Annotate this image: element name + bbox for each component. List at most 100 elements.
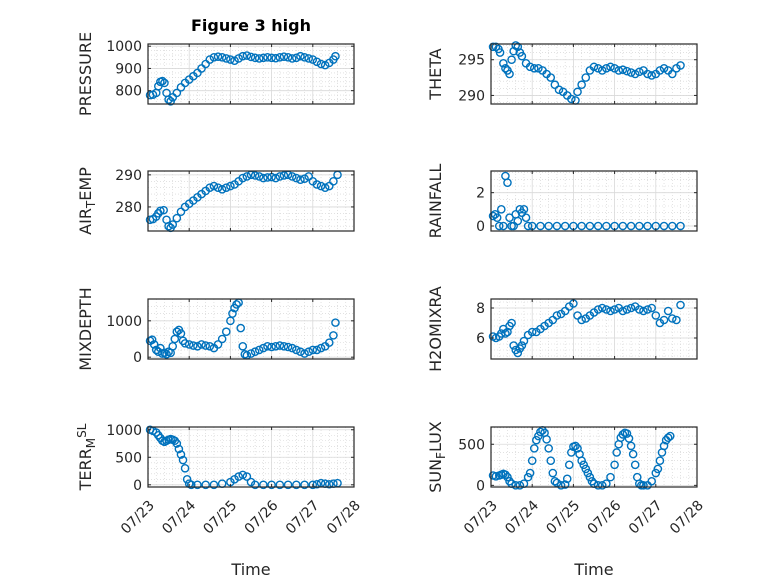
- data-point: [663, 433, 673, 442]
- data-point: [573, 444, 582, 453]
- data-point: [585, 472, 595, 482]
- data-point: [316, 343, 326, 353]
- x-axis-label-left: Time: [230, 560, 270, 579]
- data-point: [174, 444, 184, 454]
- data-point: [503, 178, 512, 187]
- axes-box: [147, 170, 355, 232]
- data-point: [271, 341, 281, 351]
- y-tick-label: 6: [476, 331, 485, 347]
- data-point: [304, 54, 313, 63]
- data-point: [250, 171, 260, 180]
- data-point: [234, 472, 243, 481]
- data-point: [643, 221, 652, 231]
- data-point: [628, 449, 638, 459]
- data-point: [581, 73, 591, 82]
- data-point: [296, 175, 305, 184]
- data-point: [639, 306, 648, 316]
- data-point: [635, 305, 644, 314]
- data-point: [292, 173, 301, 183]
- y-axis-label-part: SL: [75, 423, 89, 438]
- subplot-8: 0 500 SUNFLUX 07/23 07/24 07/25 07/26 07/27 07/2…: [426, 421, 707, 537]
- data-point: [542, 435, 551, 444]
- data-point: [178, 336, 188, 346]
- y-tick-label: 1000: [106, 423, 142, 439]
- data-point: [589, 62, 599, 72]
- data-point: [635, 221, 644, 231]
- y-tick-label: 0: [476, 478, 485, 494]
- subplot-4: 0 2 RAINFALL: [426, 164, 698, 238]
- data-point: [567, 448, 576, 457]
- data-point: [254, 345, 264, 355]
- data-point: [331, 318, 340, 327]
- data-point: [562, 474, 572, 484]
- y-tick-label: 0: [133, 478, 142, 494]
- subplot-1: 800 900 1000 PRESSURE: [76, 32, 355, 116]
- scatter-series: [145, 425, 342, 490]
- data-point: [275, 341, 285, 350]
- x-tick-label: 07/27: [626, 498, 666, 538]
- data-point: [534, 63, 543, 73]
- data-point: [292, 53, 301, 63]
- x-tick-label: 07/26: [242, 498, 282, 538]
- y-axis-label-part: LUX: [426, 421, 445, 452]
- data-point: [324, 338, 334, 347]
- data-point: [626, 221, 636, 231]
- x-tick-label: 07/24: [502, 498, 542, 538]
- data-point: [283, 342, 293, 352]
- data-point: [554, 85, 564, 95]
- data-point: [517, 341, 527, 350]
- data-point: [279, 52, 289, 61]
- data-point: [622, 305, 632, 314]
- data-point: [579, 460, 589, 470]
- data-point: [312, 57, 322, 67]
- y-tick-label: 290: [458, 88, 485, 104]
- data-point: [156, 206, 165, 216]
- data-point: [159, 205, 168, 215]
- data-point: [606, 62, 615, 72]
- data-point: [513, 216, 523, 226]
- data-point: [610, 63, 619, 73]
- y-axis-label: MIXDEPTH: [76, 287, 95, 370]
- data-point: [527, 327, 537, 337]
- data-point: [499, 58, 508, 68]
- data-point: [602, 63, 611, 73]
- data-point: [221, 183, 231, 192]
- data-point: [275, 480, 285, 490]
- data-point: [552, 221, 562, 231]
- data-point: [593, 221, 603, 231]
- data-point: [496, 329, 506, 338]
- data-point: [630, 69, 640, 79]
- data-point: [573, 87, 582, 97]
- y-axis-label-part: SUN: [426, 459, 445, 493]
- data-point: [287, 54, 297, 63]
- y-tick-label: 1000: [106, 39, 142, 55]
- y-axis-label: TERRMSL: [75, 423, 97, 491]
- data-point: [525, 62, 535, 72]
- data-point: [263, 341, 272, 351]
- data-point: [246, 52, 256, 62]
- data-point: [197, 340, 206, 349]
- data-point: [246, 349, 256, 358]
- data-point: [546, 73, 556, 82]
- y-axis-label: THETA: [426, 48, 445, 100]
- data-point: [296, 51, 305, 61]
- data-point: [209, 53, 219, 62]
- data-point: [602, 305, 611, 314]
- subplot-6: 6 8 H2OMIXRA: [426, 286, 698, 372]
- y-tick-label: 1000: [106, 314, 142, 330]
- data-point: [236, 323, 245, 333]
- data-point: [329, 331, 338, 340]
- data-point: [546, 456, 556, 465]
- y-axis-label-part: EMP: [76, 167, 95, 201]
- data-point: [663, 306, 673, 316]
- scatter-series: [488, 41, 685, 105]
- data-point: [316, 59, 326, 69]
- axes-box: [147, 298, 355, 360]
- data-point: [242, 472, 252, 481]
- data-point: [626, 441, 636, 451]
- data-point: [230, 56, 239, 65]
- data-point: [597, 66, 607, 75]
- data-point: [544, 221, 553, 231]
- data-point: [509, 221, 518, 231]
- data-point: [602, 221, 611, 231]
